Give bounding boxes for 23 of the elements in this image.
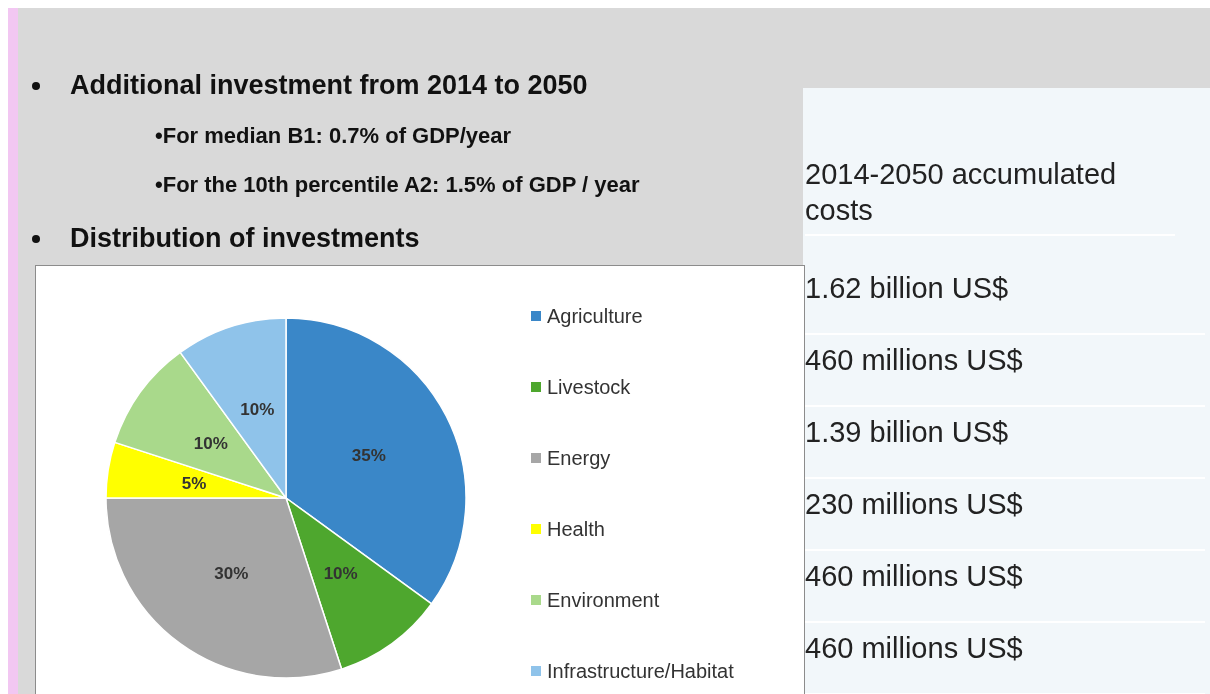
text: 230 millions US$ [805, 479, 1205, 551]
text: 2014-2050 accumulated costs [805, 156, 1175, 236]
data-label: 35% [351, 446, 386, 466]
text: 1.62 billion US$ [805, 263, 1205, 335]
legend-label: Livestock [547, 376, 632, 398]
data-label: 10% [323, 563, 358, 583]
text: 1.39 billion US$ [805, 407, 1205, 479]
text: •For the 10th percentile A2: 1.5% of GDP / year [155, 172, 640, 197]
text: Distribution of investments [70, 223, 420, 253]
text: 460 millions US$ [805, 623, 1205, 694]
data-label: 10% [193, 433, 228, 453]
legend-label: Energy [547, 447, 611, 469]
text: Additional investment from 2014 to 2050 [70, 70, 588, 100]
text: •For median B1: 0.7% of GDP/year [155, 123, 512, 148]
text: 460 millions US$ [805, 335, 1205, 407]
legend-label: Environment [547, 589, 660, 611]
text: 460 millions US$ [805, 551, 1205, 623]
data-label: 10% [240, 400, 275, 420]
data-label: 5% [181, 473, 207, 493]
legend-label: Infrastructure/Habitat [547, 660, 735, 682]
legend-label: Health [547, 518, 605, 540]
data-label: 30% [214, 563, 249, 583]
legend-label: Agriculture [547, 305, 643, 327]
